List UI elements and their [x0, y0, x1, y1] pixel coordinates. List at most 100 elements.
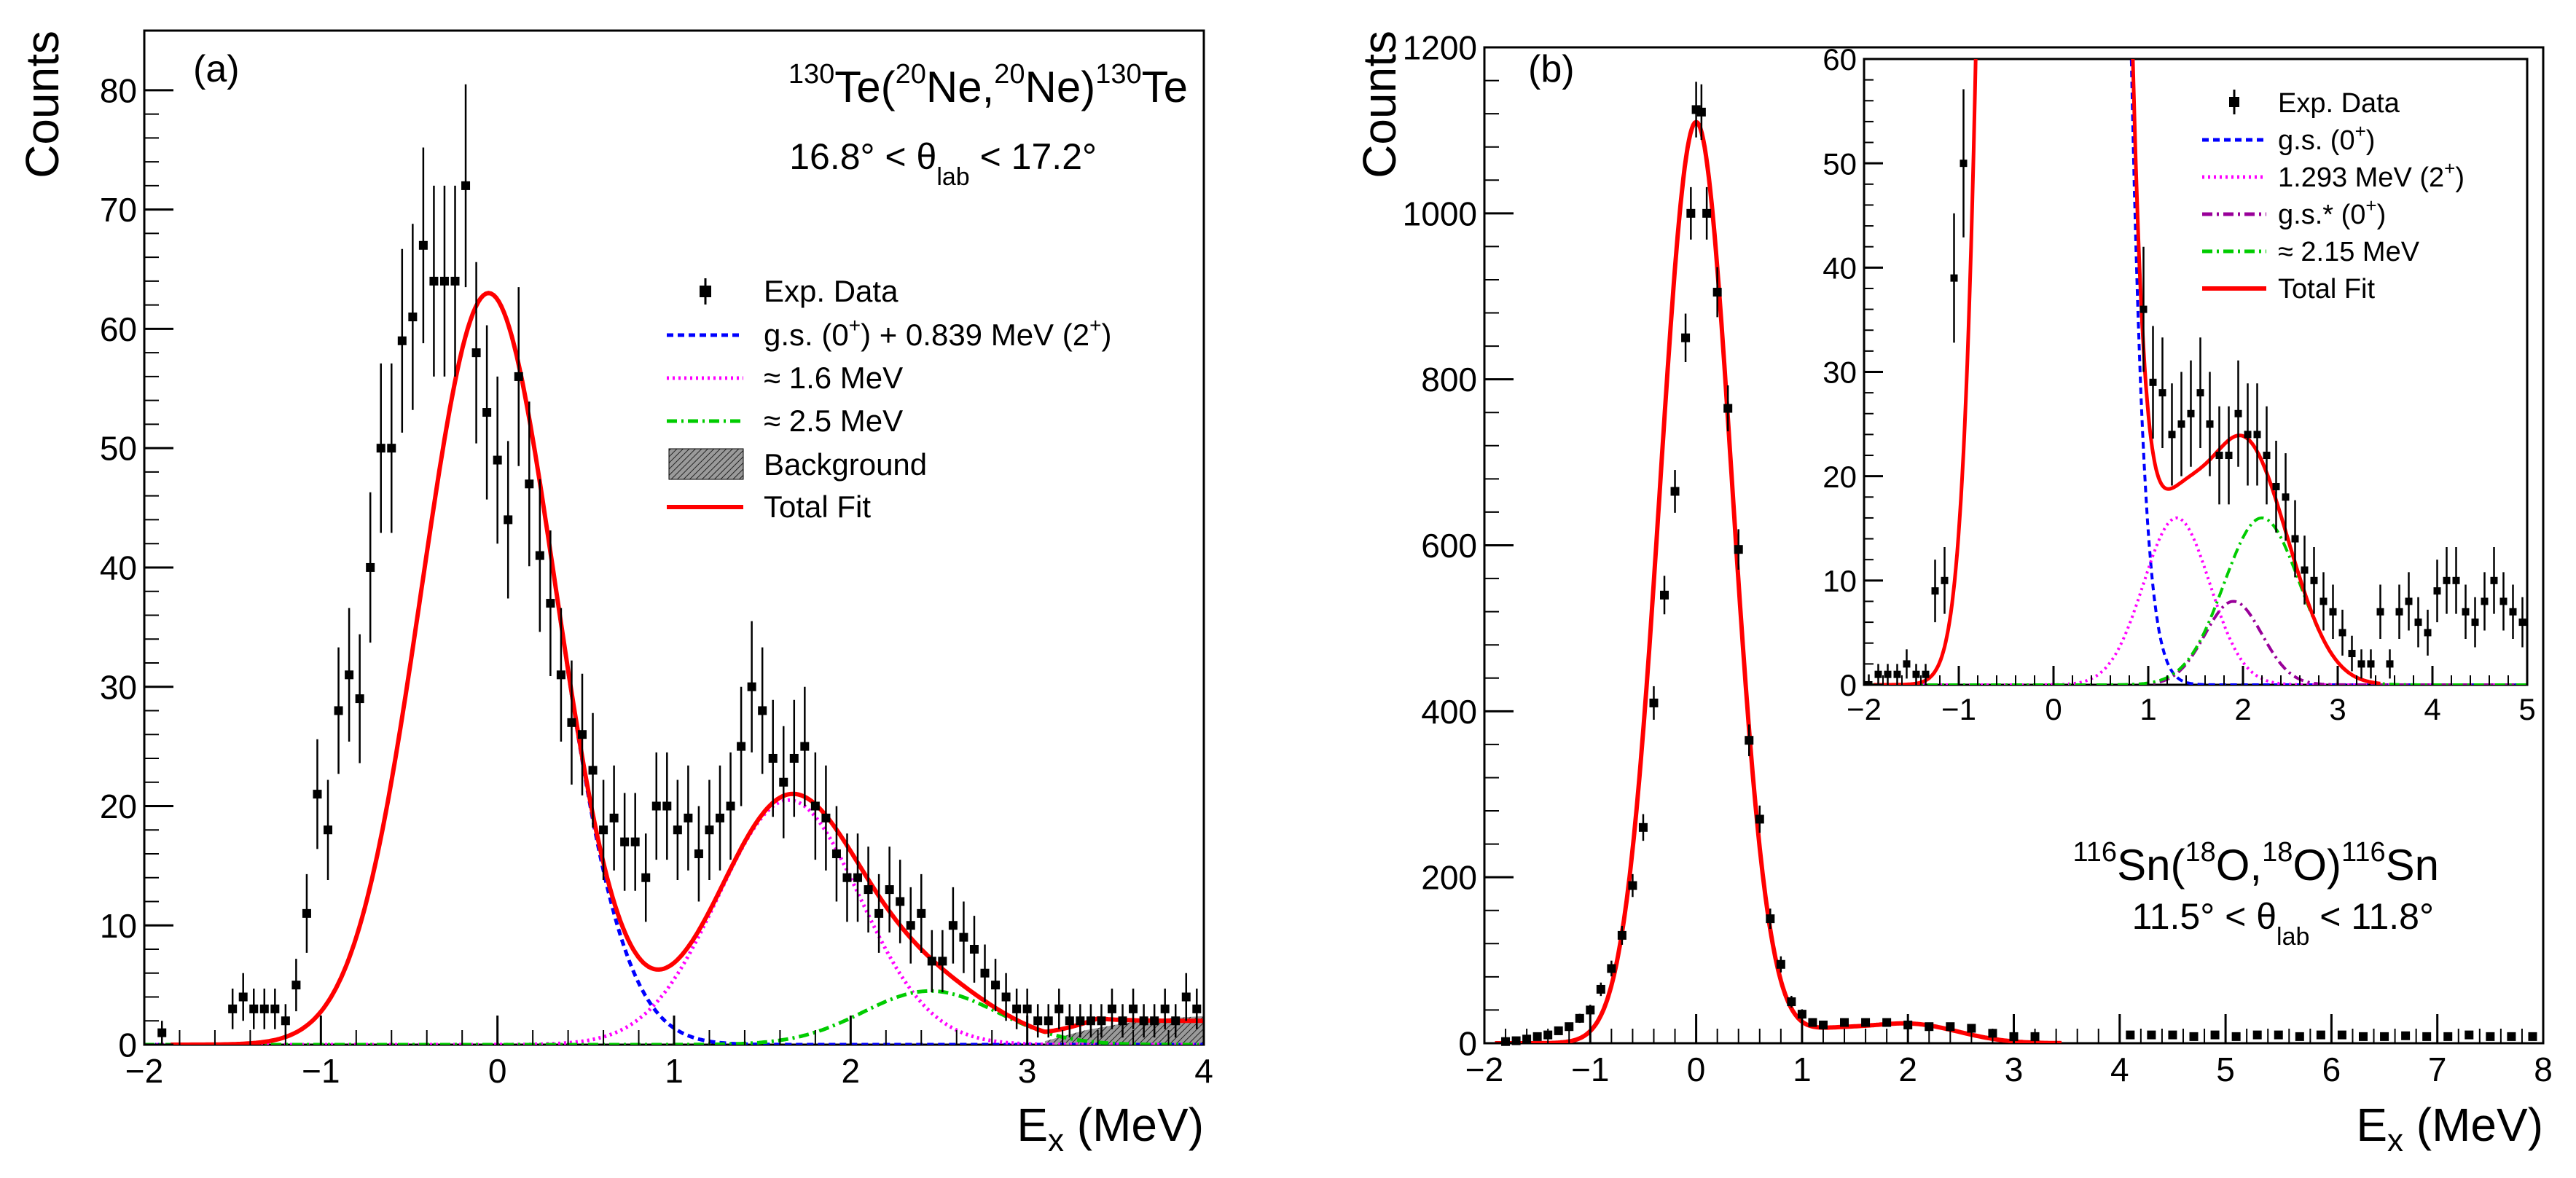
exp-data-point: [1054, 1004, 1064, 1013]
y-tick-label: 50: [1823, 146, 1857, 181]
legend-total-fit: Total Fit: [667, 490, 871, 524]
exp-data-point: [1745, 736, 1754, 745]
inset-legend-1.293-mev: 1.293 MeV (2+): [2202, 157, 2465, 193]
exp-data-point: [439, 276, 449, 286]
legend-exp-data: Exp. Data: [700, 274, 899, 308]
svg-text:≈ 2.5 MeV: ≈ 2.5 MeV: [764, 404, 903, 438]
exp-data-point: [270, 1004, 280, 1013]
exp-data-point: [546, 599, 555, 608]
inset-legend: Exp. Data g.s. (0+) 1.293 MeV (2+) g.s.*…: [2202, 88, 2465, 305]
exp-data-point: [1776, 959, 1785, 969]
inset-exp-data-point: [2443, 576, 2451, 584]
exp-data-point: [397, 336, 407, 345]
exp-data-point: [2358, 1032, 2368, 1041]
exp-data-point: [291, 981, 301, 990]
exp-data-point: [366, 562, 375, 572]
svg-text:Exp. Data: Exp. Data: [2278, 88, 2400, 119]
exp-data-point: [684, 813, 693, 822]
inset-exp-data-point: [2319, 597, 2328, 605]
y-tick-label: 10: [100, 907, 137, 945]
exp-data-point: [842, 873, 852, 882]
x-tick-label: 4: [2424, 692, 2440, 726]
exp-data-point: [1723, 404, 1733, 413]
x-tick-label: 3: [1018, 1052, 1037, 1090]
exp-data-point: [2380, 1032, 2389, 1041]
exp-data-point: [1766, 914, 1775, 924]
inset-data: [1865, 89, 2526, 685]
panel-a-label: (a): [193, 48, 240, 90]
inset-exp-data-point: [2225, 452, 2233, 460]
exp-data-point: [1086, 1016, 1095, 1026]
exp-data-point: [1044, 1016, 1053, 1026]
exp-data-point: [726, 801, 735, 811]
inset-exp-data-point: [1912, 670, 1920, 678]
exp-data-point: [2274, 1030, 2283, 1040]
x-tick-label: 7: [2428, 1051, 2447, 1088]
panel-a-frame: [143, 29, 1205, 1046]
inset-exp-data-point: [2329, 608, 2337, 616]
exp-data-point: [1702, 208, 1712, 218]
exp-data-point: [387, 444, 396, 453]
exp-data-point: [1076, 1016, 1085, 1026]
exp-data-point: [493, 455, 502, 465]
exp-data-point: [1511, 1036, 1521, 1045]
legend-2.5-mev: ≈ 2.5 MeV: [667, 404, 903, 438]
exp-data-point: [2443, 1032, 2453, 1041]
inset-exp-data-point: [2310, 576, 2318, 584]
exp-data-point: [821, 813, 831, 822]
exp-data-point: [556, 670, 565, 680]
x-tick-label: 8: [2534, 1051, 2553, 1088]
exp-data-point: [1139, 1016, 1148, 1026]
exp-data-point: [1565, 1022, 1574, 1032]
inset-exp-data-point: [2386, 660, 2394, 668]
exp-data-point: [1022, 1004, 1032, 1013]
exp-data-point: [1925, 1022, 1934, 1032]
x-tick-label: 3: [2005, 1051, 2024, 1088]
inset-exp-data-point: [2263, 452, 2271, 460]
svg-text:g.s.* (0+): g.s.* (0+): [2278, 195, 2386, 230]
y-tick-label: 600: [1421, 527, 1477, 565]
inset-legend-exp-data: Exp. Data: [2229, 88, 2400, 119]
inset-legend-gs: g.s. (0+): [2202, 120, 2375, 156]
panel-a-fit: [171, 291, 1204, 1045]
exp-data-point: [281, 1016, 290, 1026]
exp-data-point: [673, 825, 682, 835]
exp-data-point: [1686, 208, 1696, 218]
x-tick-label: 2: [1898, 1051, 1917, 1088]
x-tick-label: −1: [1571, 1051, 1609, 1088]
inset-exp-data-point: [2471, 619, 2479, 627]
exp-data-point: [969, 944, 979, 954]
exp-data-point: [1946, 1022, 1955, 1032]
exp-data-point: [1861, 1018, 1871, 1027]
panel-b-angle: 11.5° < θlab < 11.8°: [2132, 896, 2434, 951]
exp-data-point: [2210, 1030, 2220, 1040]
y-tick-label: 80: [100, 71, 137, 109]
y-tick-label: 50: [100, 430, 137, 468]
exp-data-point: [1787, 997, 1796, 1007]
y-tick-label: 70: [100, 191, 137, 229]
component-c16: [144, 798, 1204, 1045]
x-tick-label: −2: [1847, 692, 1882, 726]
inset-exp-data-point: [2206, 420, 2214, 428]
exp-data-point: [599, 825, 608, 835]
exp-data-point: [853, 873, 863, 882]
exp-data-point: [2528, 1032, 2537, 1041]
exp-data-point: [1649, 698, 1659, 707]
exp-data-point: [259, 1004, 269, 1013]
exp-data-point: [482, 408, 492, 417]
exp-data-point: [737, 742, 746, 751]
exp-data-point: [2231, 1032, 2241, 1041]
y-tick-label: 0: [1458, 1025, 1477, 1063]
exp-data-point: [864, 885, 873, 895]
exp-data-point: [535, 551, 544, 560]
legend-1.6-mev: ≈ 1.6 MeV: [667, 361, 903, 395]
exp-data-point: [630, 837, 640, 847]
exp-data-point: [450, 276, 460, 286]
exp-data-point: [2486, 1032, 2495, 1041]
exp-data-point: [2252, 1030, 2262, 1040]
exp-data-point: [514, 372, 523, 381]
exp-data-point: [1532, 1032, 1542, 1041]
